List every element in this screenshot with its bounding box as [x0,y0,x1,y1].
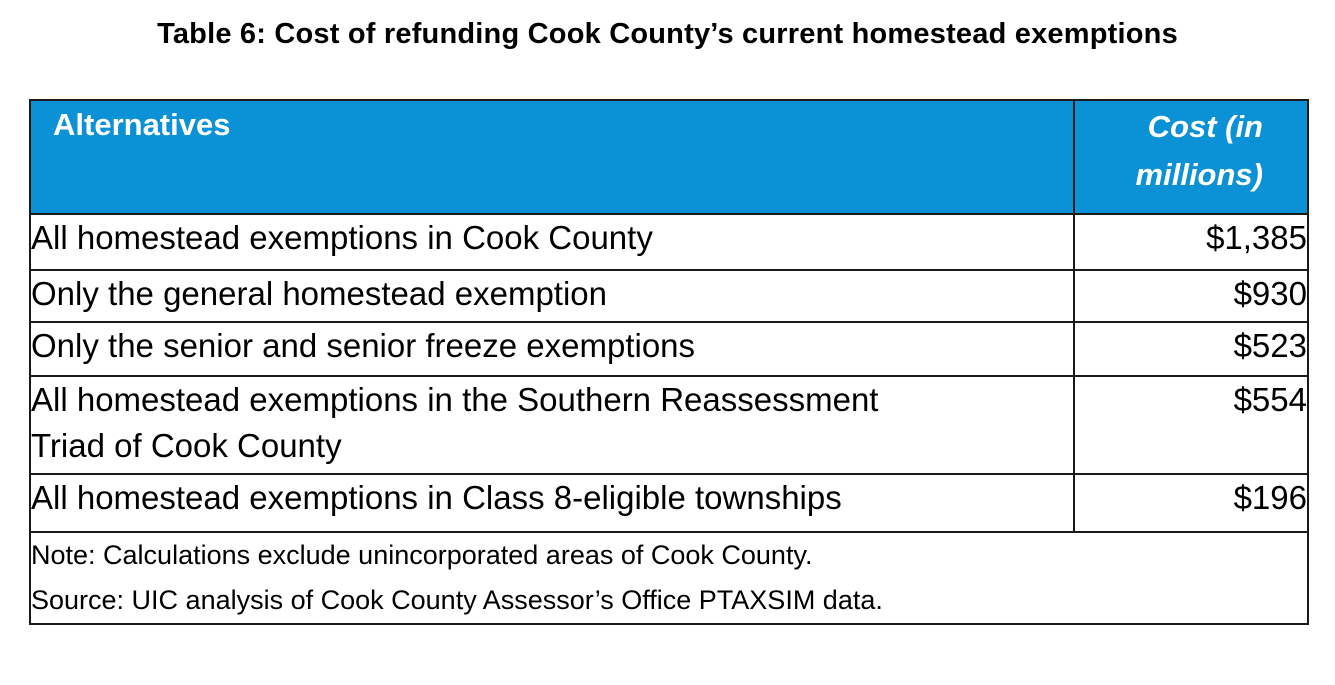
source-text: Source: UIC analysis of Cook County Asse… [31,585,883,615]
alternative-cell: Only the general homestead exemption [29,269,1075,323]
cost-cell: $554 [1073,375,1309,475]
table-row: All homestead exemptions in Class 8-elig… [29,473,1309,533]
note-cell: Note: Calculations exclude unincorporate… [29,531,1309,625]
header-cost-line1: Cost (in [1147,109,1263,144]
cost-table: Alternatives Cost (in millions) All home… [29,99,1309,625]
header-cost-line2: millions) [1135,157,1263,192]
table-row: Only the general homestead exemption $93… [29,269,1309,323]
cost-cell: $196 [1073,473,1309,533]
header-cost: Cost (in millions) [1073,99,1309,215]
alternative-cell: Only the senior and senior freeze exempt… [29,321,1075,377]
alternative-line2: Triad of Cook County [31,427,342,464]
note-row: Note: Calculations exclude unincorporate… [29,531,1309,625]
cost-cell: $930 [1073,269,1309,323]
alternative-line1: All homestead exemptions in the Southern… [31,381,879,418]
alternative-cell: All homestead exemptions in the Southern… [29,375,1075,475]
table-title: Table 6: Cost of refunding Cook County’s… [157,18,1178,50]
cost-cell: $1,385 [1073,213,1309,271]
note-text: Note: Calculations exclude unincorporate… [31,540,813,570]
table-row: All homestead exemptions in the Southern… [29,375,1309,475]
table-row: All homestead exemptions in Cook County … [29,213,1309,271]
alternative-cell: All homestead exemptions in Cook County [29,213,1075,271]
header-alternatives: Alternatives [29,99,1075,215]
cost-cell: $523 [1073,321,1309,377]
alternative-cell: All homestead exemptions in Class 8-elig… [29,473,1075,533]
table-row: Only the senior and senior freeze exempt… [29,321,1309,377]
table-header-row: Alternatives Cost (in millions) [29,99,1309,215]
